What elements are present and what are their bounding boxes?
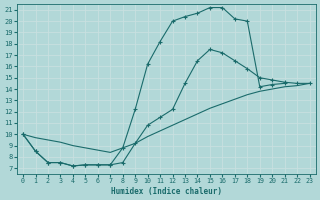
X-axis label: Humidex (Indice chaleur): Humidex (Indice chaleur) [111, 187, 222, 196]
